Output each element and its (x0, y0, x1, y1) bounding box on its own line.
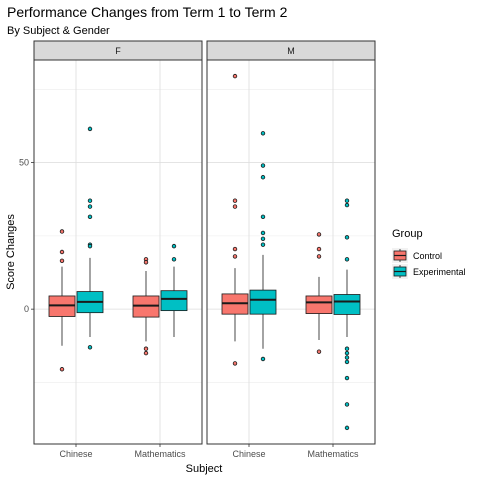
outlier-point (232, 254, 238, 259)
y-axis-title: Score Changes (5, 214, 17, 290)
x-tick-label: Chinese (232, 449, 265, 459)
outlier-point (87, 198, 93, 203)
x-tick-label: Chinese (59, 449, 92, 459)
outlier-point (171, 257, 177, 262)
boxplot (221, 73, 249, 366)
panel-background (34, 60, 202, 444)
outlier-point (316, 349, 322, 354)
outlier-point (344, 359, 350, 365)
x-axis-title: Subject (186, 463, 223, 475)
outlier-point (143, 260, 149, 265)
outlier-point (260, 131, 266, 136)
box (305, 295, 333, 314)
legend-key (392, 248, 408, 263)
outlier-point (260, 230, 266, 236)
outlier-point (344, 198, 350, 203)
outlier-point (316, 254, 322, 259)
outlier-point (344, 425, 350, 431)
outlier-point (344, 350, 350, 356)
legend-label: Control (413, 251, 442, 261)
outlier-point (59, 249, 65, 255)
outlier-point (59, 229, 65, 234)
box (160, 290, 188, 312)
outlier-point (171, 243, 177, 249)
boxplot (76, 126, 104, 350)
outlier-point (260, 356, 266, 362)
boxplot (305, 232, 333, 354)
x-tick-label: Mathematics (134, 449, 186, 459)
boxplot (160, 243, 188, 338)
boxplot (132, 257, 160, 356)
outlier-point (232, 198, 238, 203)
outlier-point (344, 346, 350, 351)
panel-background (207, 60, 375, 444)
outlier-point (260, 214, 266, 220)
box (249, 289, 277, 315)
facet-label: M (287, 46, 295, 56)
legend-label: Experimental (413, 267, 466, 277)
outlier-point (143, 346, 149, 351)
outlier-point (260, 236, 266, 242)
outlier-point (344, 235, 350, 240)
outlier-point (232, 361, 238, 366)
outlier-point (87, 204, 93, 209)
y-tick-label: 0 (24, 304, 29, 314)
outlier-point (232, 73, 238, 79)
outlier-point (143, 350, 149, 356)
chart-subtitle: By Subject & Gender (7, 25, 110, 37)
outlier-point (87, 126, 93, 132)
outlier-point (344, 375, 350, 381)
chart-marks (48, 73, 361, 431)
boxplot (48, 229, 76, 372)
legend-title: Group (392, 228, 423, 240)
x-tick-label: Mathematics (307, 449, 359, 459)
outlier-point (344, 257, 350, 262)
outlier-point (232, 246, 238, 252)
outlier-point (87, 243, 93, 249)
facet-label: F (115, 46, 121, 56)
legend: Group Control Experimental (392, 228, 466, 279)
outlier-point (87, 345, 93, 350)
outlier-point (316, 232, 322, 237)
facet-strip (33, 40, 203, 61)
outlier-point (260, 163, 266, 168)
facet-panels: F Chinese Mathematics M Chinese Mathematics 0 5… (19, 40, 376, 459)
box (333, 294, 361, 315)
outlier-point (344, 355, 350, 360)
outlier-point (87, 214, 93, 220)
outlier-point (344, 202, 350, 208)
boxplot (333, 198, 361, 431)
outlier-point (344, 402, 350, 407)
outlier-point (59, 367, 65, 372)
y-tick-label: 50 (19, 158, 29, 168)
facet-strip (206, 40, 376, 61)
outlier-point (316, 246, 322, 252)
outlier-point (260, 242, 266, 247)
outlier-point (232, 204, 238, 209)
outlier-point (59, 258, 65, 263)
boxplot (249, 131, 277, 362)
outlier-point (260, 175, 266, 180)
legend-key (392, 264, 408, 279)
chart-title: Performance Changes from Term 1 to Term … (7, 4, 288, 20)
